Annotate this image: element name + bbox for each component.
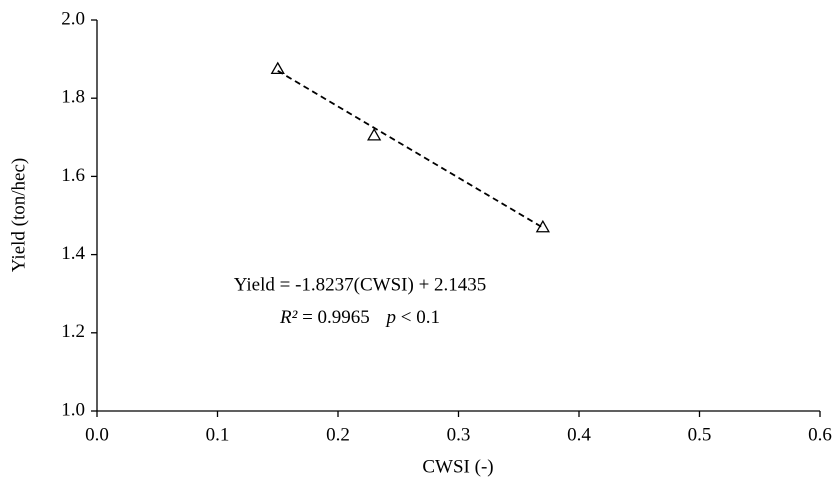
stats: R² = 0.9965 p < 0.1 bbox=[279, 307, 440, 328]
y-tick-label: 2.0 bbox=[61, 8, 85, 29]
x-tick-label: 0.4 bbox=[567, 424, 591, 445]
y-axis-label: Yield (ton/hec) bbox=[8, 158, 29, 273]
r-symbol: R² bbox=[279, 307, 298, 328]
p-value: < 0.1 bbox=[401, 307, 440, 328]
y-tick-label: 1.6 bbox=[61, 165, 85, 186]
x-tick-label: 0.6 bbox=[808, 424, 832, 445]
p-symbol: p bbox=[385, 307, 397, 328]
x-tick-label: 0.0 bbox=[85, 424, 109, 445]
y-tick-label: 1.0 bbox=[61, 399, 85, 420]
x-axis-label: CWSI (-) bbox=[422, 456, 493, 477]
trendline bbox=[277, 70, 544, 229]
y-tick-label: 1.4 bbox=[61, 243, 85, 264]
y-tick-label: 1.8 bbox=[61, 87, 85, 108]
x-tick-label: 0.3 bbox=[447, 424, 471, 445]
y-tick-label: 1.2 bbox=[61, 321, 85, 342]
point bbox=[270, 61, 285, 75]
point bbox=[535, 219, 550, 233]
equation: Yield = -1.8237(CWSI) + 2.1435 bbox=[234, 274, 487, 295]
x-tick-label: 0.2 bbox=[326, 424, 350, 445]
point bbox=[367, 128, 382, 141]
r-value: = 0.9965 bbox=[302, 307, 370, 328]
x-tick-label: 0.1 bbox=[206, 424, 230, 445]
x-tick-label: 0.5 bbox=[688, 424, 712, 445]
